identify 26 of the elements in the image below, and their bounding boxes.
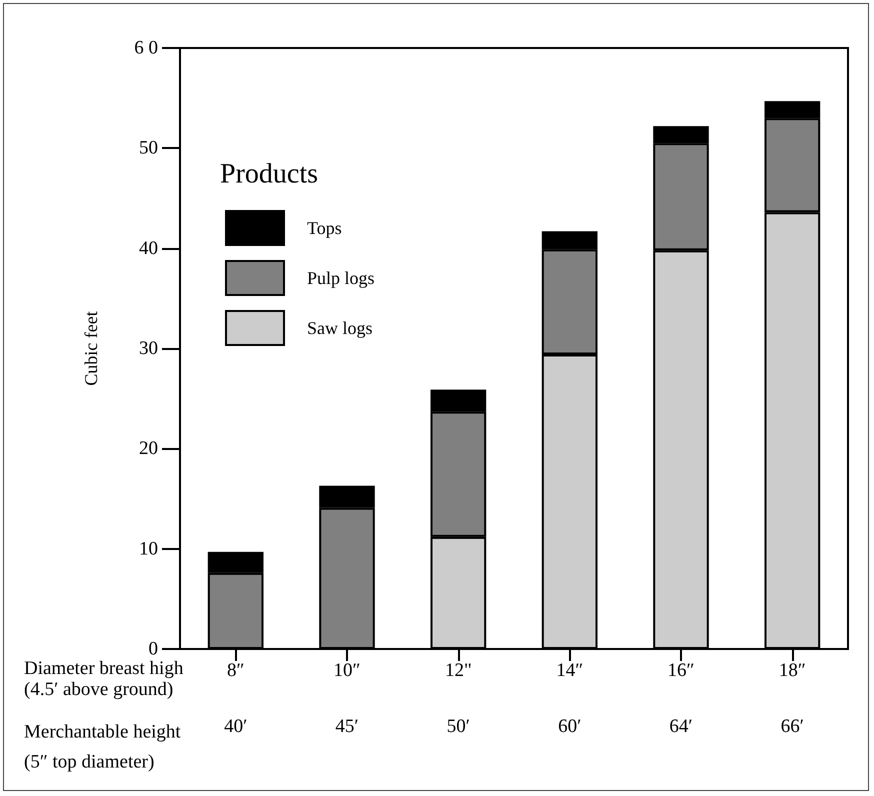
text: 60′ xyxy=(558,716,582,737)
y-tick-label: 30 xyxy=(139,338,158,359)
y-tick-label: 0 xyxy=(148,638,158,660)
text: Diameter breast high (4.5′ above ground) xyxy=(24,658,184,700)
x-tick-label: 16″ xyxy=(668,660,694,681)
text: 66′ xyxy=(780,716,804,737)
x-tick-label: 8″ xyxy=(226,660,244,681)
text: 50′ xyxy=(446,716,470,737)
y-tick-label: 20 xyxy=(139,438,158,460)
legend-label: Saw logs xyxy=(307,318,373,338)
y-tick-label: 10 xyxy=(139,538,158,560)
x-tick-label: 10″ xyxy=(334,660,360,681)
y-tick-label: 6 0 xyxy=(134,38,158,58)
text: Merchantable height (5″ top diameter) xyxy=(24,722,182,772)
x-tick-label: 18″ xyxy=(778,660,806,681)
x-tick-label: 14″ xyxy=(556,660,584,681)
text: 45′ xyxy=(335,716,359,737)
legend-label: Pulp logs xyxy=(307,268,375,288)
x-tick-label: 12" xyxy=(444,660,472,681)
y-tick-label: 50 xyxy=(139,138,158,159)
legend-label: Tops xyxy=(307,218,342,238)
text: 64′ xyxy=(669,716,693,737)
y-tick-label: 40 xyxy=(139,238,158,259)
y-axis-title: Cubic feet xyxy=(81,311,101,386)
text: 40′ xyxy=(224,716,248,737)
legend-title: Products xyxy=(220,158,318,190)
